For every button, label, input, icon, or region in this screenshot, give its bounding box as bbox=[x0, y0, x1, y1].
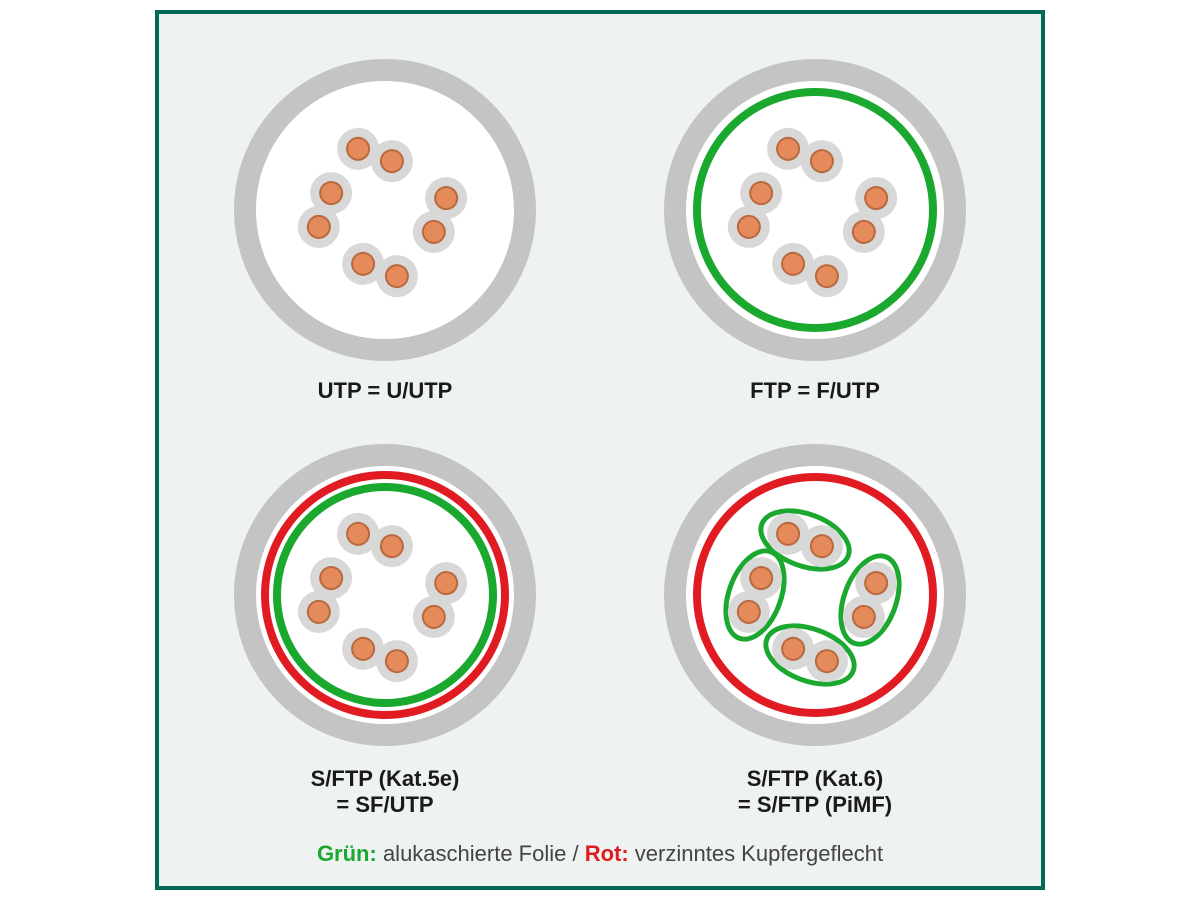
cable-sftp6 bbox=[651, 431, 979, 759]
cable-sftp5e bbox=[221, 431, 549, 759]
cable-svg-utp bbox=[221, 46, 549, 374]
legend: Grün: alukaschierte Folie / Rot: verzinn… bbox=[155, 841, 1045, 867]
cable-svg-sftp5e bbox=[221, 431, 549, 759]
cable-label-utp: UTP = U/UTP bbox=[185, 378, 585, 404]
cable-svg-sftp6 bbox=[651, 431, 979, 759]
cable-label-sftp6: S/FTP (Kat.6) = S/FTP (PiMF) bbox=[615, 766, 1015, 818]
cable-svg-ftp bbox=[651, 46, 979, 374]
legend-part-2: Rot: bbox=[585, 841, 629, 866]
legend-part-1: alukaschierte Folie / bbox=[377, 841, 585, 866]
cable-label-ftp: FTP = F/UTP bbox=[615, 378, 1015, 404]
legend-part-0: Grün: bbox=[317, 841, 377, 866]
cable-label-sftp5e: S/FTP (Kat.5e) = SF/UTP bbox=[185, 766, 585, 818]
legend-part-3: verzinntes Kupfergeflecht bbox=[629, 841, 883, 866]
cable-utp bbox=[221, 46, 549, 374]
cable-ftp bbox=[651, 46, 979, 374]
